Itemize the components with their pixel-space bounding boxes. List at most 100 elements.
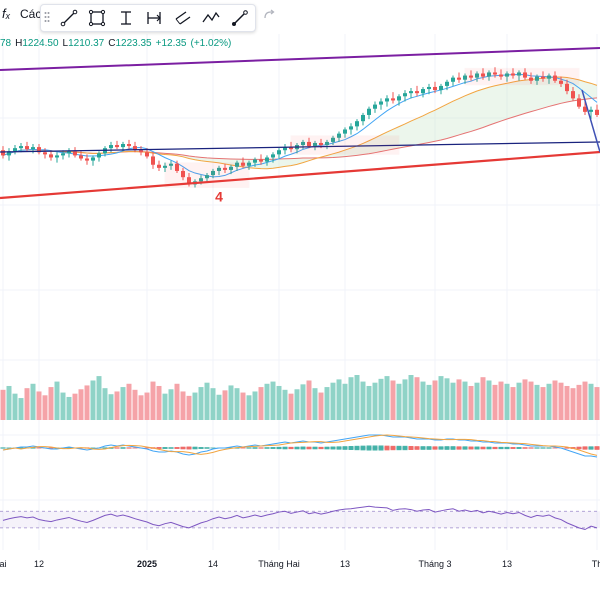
path-tool-icon[interactable]	[200, 7, 222, 29]
vertical-measure-tool-icon[interactable]	[115, 7, 137, 29]
volume-bar	[402, 379, 408, 420]
volume-bar	[312, 388, 318, 420]
drawings[interactable]: 4	[0, 47, 600, 205]
volume-bar	[30, 383, 36, 420]
volume-bar	[18, 398, 24, 420]
volume-bar	[480, 377, 486, 420]
volume-bar	[108, 394, 114, 420]
trend-line-tool-icon[interactable]	[58, 7, 80, 29]
candle-body	[127, 144, 131, 147]
indicator-name[interactable]: Các	[20, 7, 42, 21]
macd-histogram-bar	[564, 447, 570, 449]
candle-body	[505, 73, 509, 77]
macd-histogram-bar	[432, 446, 438, 450]
macd-histogram-bar	[186, 446, 192, 450]
volume-bar	[594, 387, 600, 420]
candle-body	[145, 152, 149, 157]
volume-bar	[210, 388, 216, 420]
volume-bar	[456, 379, 462, 420]
candle-body	[151, 156, 155, 165]
candle-body	[523, 72, 527, 78]
brush-tool-icon[interactable]	[229, 7, 251, 29]
candle-body	[421, 89, 425, 94]
volume-bar	[528, 381, 534, 420]
close-key: C	[108, 38, 116, 49]
volume-bar	[468, 385, 474, 420]
candle-body	[559, 80, 563, 84]
rsi-pane	[0, 505, 600, 531]
candle-body	[499, 74, 503, 77]
change-value: +12.35	[155, 38, 187, 49]
volume-bar	[96, 376, 102, 420]
moving-averages	[2, 74, 598, 178]
volume-bar	[192, 392, 198, 420]
candle-body	[307, 141, 311, 147]
volume-bar	[366, 385, 372, 420]
macd-histogram-bar	[480, 446, 486, 450]
volume-bar	[450, 382, 456, 420]
volume-bar	[228, 385, 234, 420]
macd-histogram-bar	[36, 447, 42, 449]
macd-histogram-bar	[534, 447, 540, 449]
macd-histogram-bar	[360, 445, 366, 451]
macd-histogram-bar	[114, 447, 120, 449]
candle-body	[217, 167, 221, 171]
volume-bar	[498, 381, 504, 420]
rectangle-tool-icon[interactable]	[86, 7, 108, 29]
macd-histogram-bar	[576, 446, 582, 450]
volume-bar	[240, 392, 246, 420]
macd-histogram-bar	[210, 447, 216, 449]
macd-histogram-bar	[330, 446, 336, 450]
macd-histogram-bar	[252, 447, 258, 449]
drag-grip-icon[interactable]	[44, 11, 50, 23]
volume-bar	[432, 380, 438, 420]
candle-body	[433, 86, 437, 91]
candle-body	[277, 150, 281, 155]
macd-histogram-bar	[324, 446, 330, 450]
macd-signal-line	[2, 434, 598, 456]
x-axis-tick-label: 12	[34, 559, 44, 569]
volume-bar	[522, 379, 528, 420]
volume-bar	[198, 387, 204, 420]
macd-histogram-bar	[180, 446, 186, 450]
macd-pane	[0, 434, 600, 458]
volume-bar	[300, 384, 306, 420]
candle-body	[379, 101, 383, 105]
candle-body	[553, 75, 557, 81]
macd-histogram-bar	[462, 446, 468, 450]
macd-histogram-bar	[348, 446, 354, 450]
candle-body	[313, 142, 317, 147]
volume-bar	[474, 382, 480, 420]
date-range-tool-icon[interactable]	[143, 7, 165, 29]
candle-body	[457, 77, 461, 80]
redo-icon[interactable]	[262, 8, 276, 22]
candle-body	[529, 77, 533, 81]
candle-body	[325, 141, 329, 146]
macd-histogram-bar	[366, 445, 372, 451]
indicator-fx-icon[interactable]: fₓ	[2, 6, 11, 21]
macd-histogram-bar	[258, 447, 264, 449]
volume-bar	[78, 389, 84, 420]
candle-body	[61, 153, 65, 156]
candle-body	[157, 164, 161, 168]
macd-histogram-bar	[144, 447, 150, 449]
volume-bar	[570, 388, 576, 420]
volume-bar	[510, 387, 516, 420]
candle-body	[547, 75, 551, 79]
macd-histogram-bar	[162, 447, 168, 449]
candle-body	[367, 108, 371, 115]
candle-body	[577, 98, 581, 107]
volume-bar	[48, 387, 54, 420]
volume-bar	[384, 376, 390, 420]
macd-histogram-bar	[414, 446, 420, 450]
macd-histogram-bar	[468, 446, 474, 450]
volume-bar	[588, 383, 594, 420]
macd-histogram-bar	[30, 447, 36, 449]
macd-histogram-bar	[402, 445, 408, 451]
volume-bar	[504, 383, 510, 420]
volume-bar	[120, 387, 126, 420]
macd-histogram-bar	[522, 447, 528, 449]
channel-tool-icon[interactable]	[172, 7, 194, 29]
x-axis-tick-label: 13	[502, 559, 512, 569]
